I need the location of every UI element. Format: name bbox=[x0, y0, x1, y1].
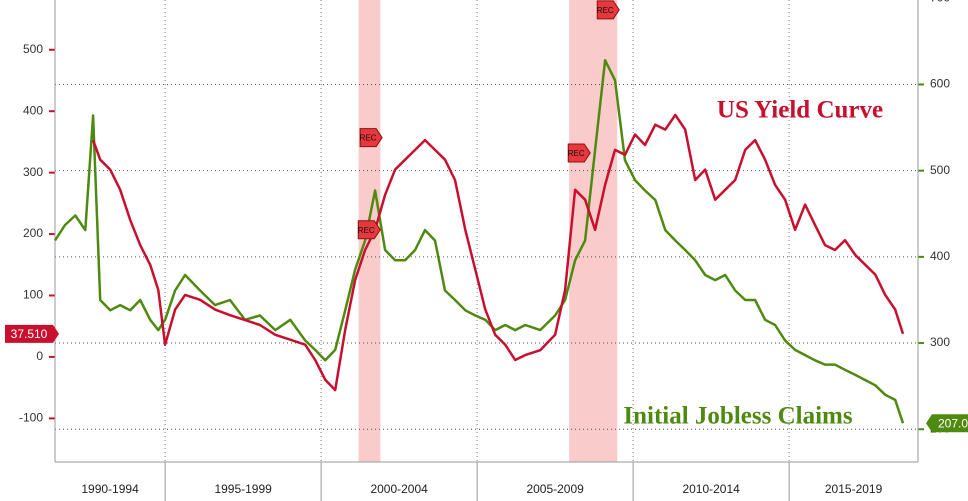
recession-flag-label: REC bbox=[568, 149, 585, 158]
y-tick-label: 300 bbox=[23, 165, 43, 179]
y2-tick-label: 400 bbox=[930, 249, 950, 263]
recession-band bbox=[569, 0, 618, 462]
x-tick-label: 2010-2014 bbox=[682, 482, 740, 496]
recession-flag-label: REC bbox=[360, 134, 377, 143]
y2-tick-label: 700 bbox=[930, 0, 950, 4]
y-tick-label: 500 bbox=[23, 42, 43, 56]
y-tick-label: 200 bbox=[23, 226, 43, 240]
x-tick-label: 2005-2009 bbox=[526, 482, 584, 496]
last-value-label: 207.0 bbox=[938, 416, 968, 430]
x-tick-label: 2000-2004 bbox=[370, 482, 428, 496]
y-tick-label: 0 bbox=[36, 349, 43, 363]
y2-tick-label: 600 bbox=[930, 77, 950, 91]
x-tick-label: 1990-1994 bbox=[81, 482, 139, 496]
recession-flag bbox=[567, 143, 591, 163]
last-value-label: 37.510 bbox=[11, 327, 48, 341]
y2-tick-label: 300 bbox=[930, 335, 950, 349]
last-value-tag bbox=[926, 414, 968, 433]
recession-flag bbox=[596, 0, 620, 20]
last-value-tag bbox=[5, 324, 59, 343]
recession-flag bbox=[359, 128, 383, 148]
y-tick-label: 100 bbox=[23, 288, 43, 302]
series-line bbox=[91, 113, 905, 392]
x-tick-label: 2015-2019 bbox=[825, 482, 883, 496]
x-tick-label: 1995-1999 bbox=[214, 482, 272, 496]
recession-flag-label: REC bbox=[358, 226, 375, 235]
y-tick-label: 400 bbox=[23, 103, 43, 117]
series-annotation: US Yield Curve bbox=[717, 97, 883, 124]
y-tick-label: -100 bbox=[19, 411, 43, 425]
series-annotation: Initial Jobless Claims bbox=[623, 403, 852, 430]
y2-tick-label: 500 bbox=[930, 163, 950, 177]
recession-flag bbox=[357, 220, 381, 240]
recession-flag-label: REC bbox=[597, 6, 614, 15]
